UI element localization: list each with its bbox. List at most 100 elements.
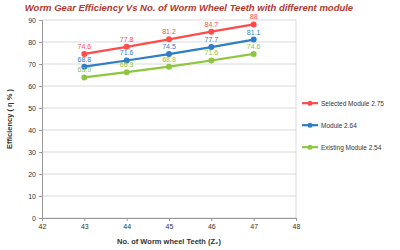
legend-marker: [308, 145, 313, 150]
legend: Selected Module 2.75 Module 2.64 Existing …: [302, 100, 384, 152]
legend-marker: [308, 101, 313, 106]
tick-mark: [42, 218, 43, 221]
tick-label: 40: [28, 127, 36, 134]
tick-label: 47: [250, 223, 258, 230]
marker: [124, 69, 130, 75]
tick: 90: [28, 17, 42, 24]
plot-frame: [296, 20, 297, 218]
data-label: 81.1: [247, 29, 261, 36]
tick-label: 43: [81, 223, 89, 230]
tick-label: 20: [28, 171, 36, 178]
data-label: 84.7: [205, 21, 219, 28]
grid: [42, 20, 296, 218]
axis-line: [43, 219, 297, 222]
tick: 48: [293, 218, 301, 230]
tick-label: 0: [32, 215, 36, 222]
tick-mark: [127, 218, 128, 221]
data-label: 68.8: [78, 56, 92, 63]
tick-mark: [169, 218, 170, 221]
tick-label: 70: [28, 61, 36, 68]
data-label: 77.7: [205, 36, 219, 43]
marker: [208, 57, 214, 63]
tick: 46: [208, 218, 216, 230]
grid-line: [42, 108, 296, 109]
tick-label: 44: [123, 223, 131, 230]
grid-line: [42, 130, 296, 131]
legend-label: Existing Module 2.54: [321, 144, 382, 152]
data-label: 74.5: [162, 43, 176, 50]
tick-mark: [39, 64, 42, 65]
x-axis-title: No. of Worm wheel Teeth (Z₂): [117, 237, 221, 246]
grid-line: [42, 196, 296, 197]
tick-label: 10: [28, 193, 36, 200]
tick-mark: [39, 108, 42, 109]
tick-label: 48: [293, 223, 301, 230]
tick-mark: [84, 218, 85, 221]
title: Worm Gear Efficiency Vs No. of Worm Whee…: [25, 2, 354, 13]
data-label: 74.6: [247, 43, 261, 50]
marker: [208, 29, 214, 35]
marker: [251, 37, 257, 43]
marker: [251, 21, 257, 27]
data-label: 74.6: [78, 43, 92, 50]
data-label: 77.8: [120, 36, 134, 43]
tick: 45: [166, 218, 174, 230]
data-label: 88: [250, 13, 258, 20]
grid-line: [42, 20, 296, 21]
tick-label: 60: [28, 83, 36, 90]
legend-label: Module 2.64: [321, 122, 357, 129]
y-axis: 0 10 20 30 40 50 60 70 80 90: [28, 17, 42, 222]
tick: 10: [28, 193, 42, 200]
legend-label: Selected Module 2.75: [321, 100, 384, 107]
tick-mark: [39, 152, 42, 153]
tick-label: 45: [166, 223, 174, 230]
tick-mark: [39, 196, 42, 197]
chart: 0 10 20 30 40 50 60 70 80 90 42 43 44 45 46 47 48 74.6 77.…: [0, 0, 400, 250]
tick: 70: [28, 61, 42, 68]
data-label: 68.8: [162, 56, 176, 63]
tick-label: 46: [208, 223, 216, 230]
tick-mark: [39, 20, 42, 21]
tick: 40: [28, 127, 42, 134]
data-labels: 74.6 77.8 81.2 84.7 88 68.8 71.6 74.5 77.7 81.1 63…: [78, 13, 261, 73]
tick: 80: [28, 39, 42, 46]
data-label: 63.9: [78, 66, 92, 73]
tick-label: 50: [28, 105, 36, 112]
marker: [166, 36, 172, 42]
series-line: [84, 24, 253, 53]
series-line: [84, 54, 253, 78]
tick-label: 90: [28, 17, 36, 24]
tick-mark: [39, 218, 42, 219]
tick: 20: [28, 171, 42, 178]
data-label: 66.3: [120, 61, 134, 68]
tick: 0: [32, 215, 42, 222]
marker: [81, 74, 87, 80]
series-line: [84, 40, 253, 67]
marker: [251, 51, 257, 57]
axis-line: [39, 21, 43, 219]
tick-mark: [39, 86, 42, 87]
data-label: 81.2: [162, 28, 176, 35]
tick-label: 30: [28, 149, 36, 156]
grid-line: [42, 86, 296, 87]
tick-label: 80: [28, 39, 36, 46]
marker: [166, 64, 172, 70]
tick: 60: [28, 83, 42, 90]
data-label: 71.6: [205, 49, 219, 56]
data-label: 71.6: [120, 49, 134, 56]
legend-marker: [308, 123, 313, 128]
tick-mark: [39, 130, 42, 131]
tick-mark: [296, 218, 297, 221]
plot-area: [81, 21, 256, 80]
grid-line: [42, 152, 296, 153]
tick: 43: [81, 218, 89, 230]
tick-mark: [211, 218, 212, 221]
grid-line: [42, 174, 296, 175]
tick-mark: [39, 174, 42, 175]
tick-mark: [39, 42, 42, 43]
y-axis-title: Efficiency ( η % ): [5, 88, 14, 149]
tick: 30: [28, 149, 42, 156]
x-axis: 42 43 44 45 46 47 48: [39, 218, 301, 230]
tick-mark: [254, 218, 255, 221]
tick-label: 42: [39, 223, 47, 230]
